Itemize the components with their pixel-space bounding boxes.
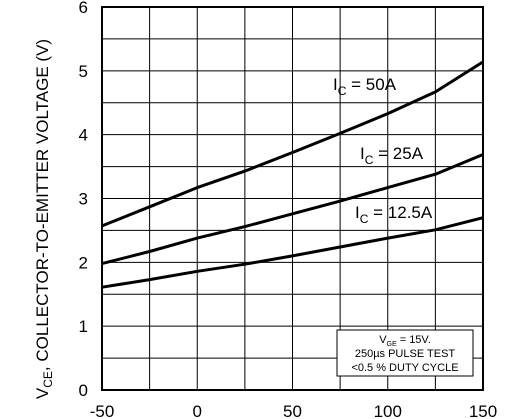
note-line-duty: <0.5 % DUTY CYCLE bbox=[351, 362, 458, 374]
y-tick-label: 0 bbox=[79, 381, 88, 400]
grid bbox=[102, 7, 483, 390]
x-tick-label: 150 bbox=[469, 402, 497, 419]
test-conditions-box: VGE = 15V. 250µs PULSE TEST <0.5 % DUTY … bbox=[336, 329, 474, 377]
x-tick-label: 0 bbox=[193, 402, 202, 419]
x-tick-label: 50 bbox=[283, 402, 302, 419]
series-line-0 bbox=[101, 60, 484, 228]
x-tick-label: -50 bbox=[90, 402, 115, 419]
series-label-50a: IC = 50A bbox=[333, 75, 397, 98]
y-tick-label: 4 bbox=[79, 126, 88, 145]
series-label-12-5a: IC = 12.5A bbox=[355, 203, 433, 226]
series-line-2 bbox=[101, 216, 484, 289]
y-tick-label: 1 bbox=[79, 317, 88, 336]
plot-frame bbox=[101, 6, 484, 391]
y-tick-label: 5 bbox=[79, 62, 88, 81]
x-tick-label: 100 bbox=[374, 402, 402, 419]
y-tick-label: 6 bbox=[79, 0, 88, 17]
note-line-vge: VGE = 15V. bbox=[379, 334, 431, 348]
series-lines bbox=[101, 60, 484, 289]
series-label-25a: IC = 25A bbox=[360, 144, 424, 167]
y-tick-label: 3 bbox=[79, 190, 88, 209]
y-axis-label: VCE, COLLECTOR-TO-EMITTER VOLTAGE (V) bbox=[33, 39, 55, 399]
series-line-1 bbox=[101, 153, 484, 266]
y-tick-label: 2 bbox=[79, 253, 88, 272]
note-line-pulse: 250µs PULSE TEST bbox=[355, 348, 456, 360]
